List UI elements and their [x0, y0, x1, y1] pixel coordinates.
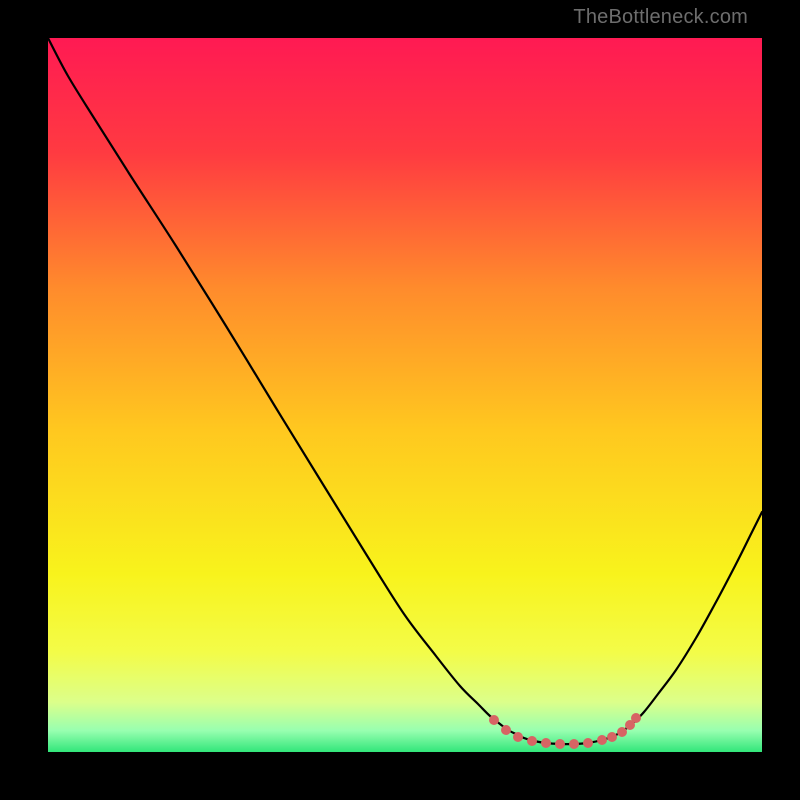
marker-dot [513, 732, 523, 742]
marker-dot [583, 738, 593, 748]
marker-dot [489, 715, 499, 725]
marker-dot [631, 713, 641, 723]
marker-dot [541, 738, 551, 748]
marker-dot [569, 739, 579, 749]
marker-dot [527, 736, 537, 746]
marker-dot [597, 735, 607, 745]
marker-dot [607, 732, 617, 742]
watermark-text: TheBottleneck.com [573, 6, 748, 29]
chart-overlay-svg [48, 38, 762, 752]
bottleneck-curve [48, 38, 762, 744]
marker-dot [501, 725, 511, 735]
marker-dot [555, 739, 565, 749]
bottleneck-chart [48, 38, 762, 752]
marker-dot [617, 727, 627, 737]
